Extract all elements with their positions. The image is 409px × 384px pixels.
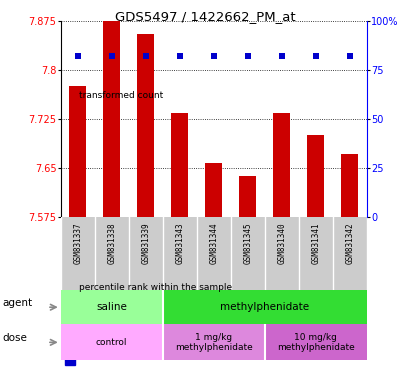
Text: saline: saline: [96, 302, 127, 312]
Text: percentile rank within the sample: percentile rank within the sample: [79, 283, 231, 293]
Bar: [273, 113, 290, 217]
Bar: [65, 27, 75, 173]
Bar: [69, 86, 86, 217]
Point: [210, 53, 217, 60]
Text: GSM831339: GSM831339: [141, 223, 150, 265]
Bar: [162, 290, 366, 324]
Text: GSM831342: GSM831342: [345, 223, 353, 265]
Text: GDS5497 / 1422662_PM_at: GDS5497 / 1422662_PM_at: [115, 10, 294, 23]
Text: transformed count: transformed count: [79, 91, 163, 101]
Bar: [162, 324, 264, 360]
Point: [142, 53, 148, 60]
Bar: [137, 34, 154, 217]
Bar: [341, 154, 357, 217]
Point: [312, 53, 318, 60]
Bar: [61, 290, 162, 324]
Bar: [205, 163, 222, 217]
Bar: [264, 324, 366, 360]
Point: [244, 53, 250, 60]
Text: GSM831337: GSM831337: [73, 223, 82, 265]
Point: [74, 53, 81, 60]
Text: agent: agent: [2, 298, 32, 308]
Point: [278, 53, 284, 60]
Text: GSM831338: GSM831338: [107, 223, 116, 265]
Point: [176, 53, 182, 60]
Text: 10 mg/kg
methylphenidate: 10 mg/kg methylphenidate: [276, 333, 354, 352]
Bar: [307, 135, 324, 217]
Text: 1 mg/kg
methylphenidate: 1 mg/kg methylphenidate: [175, 333, 252, 352]
Text: GSM831345: GSM831345: [243, 223, 252, 265]
Text: GSM831340: GSM831340: [277, 223, 285, 265]
Text: control: control: [96, 338, 127, 347]
Text: GSM831341: GSM831341: [311, 223, 319, 265]
Text: methylphenidate: methylphenidate: [220, 302, 309, 312]
Text: dose: dose: [2, 333, 27, 344]
Bar: [65, 219, 75, 365]
Text: GSM831344: GSM831344: [209, 223, 218, 265]
Point: [108, 53, 115, 60]
Bar: [171, 113, 188, 217]
Bar: [61, 324, 162, 360]
Text: GSM831343: GSM831343: [175, 223, 184, 265]
Point: [346, 53, 352, 60]
Bar: [239, 176, 256, 217]
Bar: [103, 21, 120, 217]
